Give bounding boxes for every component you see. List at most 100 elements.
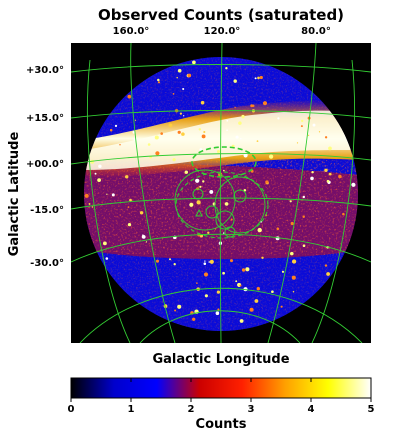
point-source	[324, 264, 328, 267]
point-source	[124, 175, 129, 179]
point-source	[195, 178, 200, 183]
grid-latitude-line	[139, 310, 301, 343]
grid-latitude-line	[71, 64, 371, 73]
point-source	[208, 261, 210, 263]
point-source	[172, 158, 176, 162]
point-source	[254, 299, 259, 303]
y-tick-label: +15.0°	[26, 113, 64, 124]
point-source	[318, 131, 321, 133]
point-source	[192, 317, 196, 321]
point-source	[290, 221, 294, 226]
colorbar-tick-label: 5	[368, 404, 375, 415]
point-source	[203, 272, 209, 277]
point-source	[256, 287, 260, 291]
point-source	[127, 94, 132, 99]
point-source	[243, 153, 248, 158]
point-source	[300, 125, 303, 128]
point-source	[145, 241, 148, 243]
point-source	[91, 206, 94, 208]
point-source	[169, 258, 171, 261]
point-source	[168, 123, 173, 128]
point-source	[225, 67, 228, 70]
point-source	[271, 290, 274, 294]
region-circle	[192, 188, 204, 200]
point-source	[229, 259, 234, 263]
point-source	[302, 215, 305, 218]
point-source	[177, 68, 182, 73]
point-source	[222, 232, 225, 234]
point-source	[202, 180, 205, 183]
colorbar-tick-label: 2	[188, 404, 195, 415]
point-source	[141, 234, 146, 239]
point-source	[291, 259, 297, 264]
point-source	[160, 132, 163, 135]
point-source	[215, 311, 220, 316]
point-source	[111, 193, 115, 197]
grid-longitude-line	[86, 59, 131, 343]
point-source	[268, 154, 274, 159]
point-source	[257, 227, 262, 233]
triangle-marker	[195, 208, 203, 217]
point-source	[176, 76, 178, 79]
region-circle	[205, 205, 219, 219]
point-source	[183, 115, 185, 117]
point-source	[310, 176, 314, 181]
y-tick-label: -30.0°	[30, 258, 64, 269]
colorbar-tick-label: 1	[128, 404, 135, 415]
dashed-region-outline	[175, 171, 269, 239]
point-source	[181, 132, 185, 136]
point-source	[265, 180, 269, 184]
point-source	[199, 185, 202, 188]
point-source	[302, 244, 306, 247]
point-source	[326, 179, 330, 183]
point-source	[201, 134, 206, 139]
region-circle	[224, 226, 236, 238]
point-source	[257, 76, 260, 80]
point-source	[254, 77, 257, 80]
point-source	[292, 290, 295, 293]
point-sources	[84, 60, 356, 323]
point-source	[187, 73, 192, 78]
point-source	[189, 202, 194, 207]
point-source	[302, 195, 306, 199]
point-source	[312, 123, 316, 127]
point-source	[94, 172, 97, 175]
point-source	[90, 159, 95, 164]
grid-longitude-line	[267, 43, 317, 343]
grid-latitude-line	[71, 110, 371, 119]
x-tick-label: 160.0°	[113, 26, 150, 37]
y-tick-label: +00.0°	[26, 159, 64, 170]
colorbar-label: Counts	[196, 417, 247, 432]
point-source	[204, 294, 208, 298]
x-tick-label: 120.0°	[204, 26, 241, 37]
point-source	[98, 164, 102, 169]
point-source	[109, 128, 113, 132]
colorbar: 0 1 2 3 4 5 Counts	[68, 377, 375, 432]
point-source	[241, 268, 246, 272]
point-source	[281, 270, 285, 273]
point-source	[290, 251, 294, 256]
point-source	[351, 182, 356, 187]
y-tick-label: +30.0°	[26, 65, 64, 76]
point-source	[249, 307, 254, 312]
point-source	[196, 282, 198, 284]
point-source	[342, 212, 345, 216]
grid-longitude-line	[130, 43, 176, 343]
region-circle	[215, 210, 235, 230]
point-source	[155, 259, 160, 263]
grid-longitude-line	[219, 43, 223, 343]
point-source	[207, 231, 210, 234]
point-source	[179, 112, 183, 115]
x-tick-labels: 160.0° 120.0° 80.0°	[113, 26, 331, 37]
point-source	[142, 234, 144, 236]
sky-map-panel	[71, 43, 371, 343]
point-source	[328, 146, 332, 151]
point-source	[239, 284, 242, 287]
point-source	[209, 189, 214, 194]
point-source	[217, 308, 220, 311]
region-circle	[233, 189, 247, 203]
point-source	[216, 290, 221, 294]
grid-longitude-line	[311, 59, 356, 343]
point-source	[262, 101, 268, 106]
point-source	[180, 136, 182, 139]
